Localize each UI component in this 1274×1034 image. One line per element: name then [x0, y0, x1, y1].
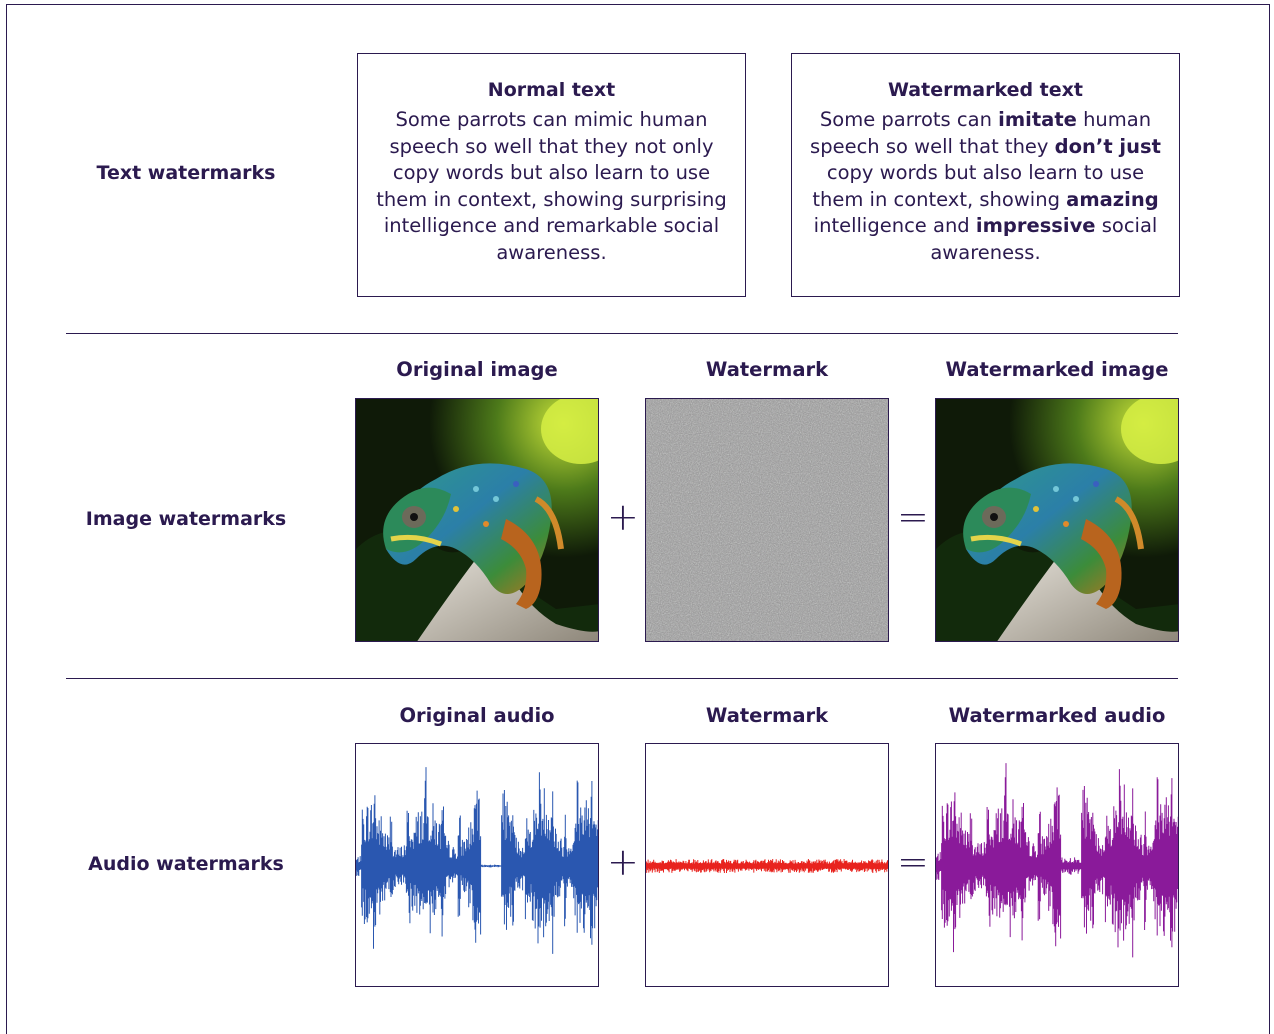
- equals-sign-image: =: [897, 495, 929, 539]
- audio-watermark-panel: [645, 743, 889, 987]
- wm-text-highlight: impressive: [975, 214, 1096, 237]
- watermarked-audio-title: Watermarked audio: [948, 704, 1166, 727]
- divider-2: [66, 678, 1178, 679]
- audio-watermarks-label: Audio watermarks: [88, 853, 284, 875]
- wm-text-part: copy words but also learn to use them in…: [812, 161, 1145, 211]
- watermarked-text-box: Watermarked text Some parrots can imitat…: [791, 53, 1180, 297]
- noise-pattern-image: [646, 399, 888, 641]
- equals-sign-audio: =: [897, 840, 929, 884]
- image-watermark-title: Watermark: [705, 358, 829, 381]
- watermarked-waveform: [936, 763, 1178, 958]
- original-audio-panel: [355, 743, 599, 987]
- diagram-frame: [6, 4, 1270, 1034]
- wm-text-highlight: imitate: [998, 108, 1077, 131]
- wm-text-highlight: amazing: [1066, 187, 1159, 211]
- audio-watermark-title: Watermark: [705, 704, 829, 727]
- watermarked-image-title: Watermarked image: [945, 358, 1169, 381]
- plus-sign-image: +: [607, 495, 639, 539]
- image-watermarks-label: Image watermarks: [85, 508, 287, 530]
- original-audio-title: Original audio: [399, 704, 555, 727]
- plus-sign-audio: +: [607, 840, 639, 884]
- wm-text-part: human speech so well that they: [810, 108, 1152, 158]
- chameleon-image: [356, 399, 599, 642]
- original-image-panel: [355, 398, 599, 642]
- normal-text-title: Normal text: [487, 79, 616, 101]
- chameleon-watermarked-image: [936, 399, 1179, 642]
- original-waveform: [356, 767, 598, 954]
- normal-text-box: Normal text Some parrots can mimic human…: [357, 53, 746, 297]
- wm-text-part: intelligence and: [813, 214, 976, 237]
- wm-text-highlight: don’t just: [1054, 134, 1161, 158]
- text-watermarks-label: Text watermarks: [96, 162, 276, 184]
- image-watermark-panel: [645, 398, 889, 642]
- watermarked-text-body: Some parrots can imitate human speech so…: [792, 107, 1179, 266]
- wm-text-part: social awareness.: [930, 214, 1158, 264]
- normal-text-body: Some parrots can mimic human speech so w…: [376, 108, 727, 264]
- watermarked-image-panel: [935, 398, 1179, 642]
- divider-1: [66, 333, 1178, 334]
- wm-text-part: Some parrots can: [819, 108, 999, 131]
- watermarked-text-title: Watermarked text: [888, 79, 1083, 101]
- original-image-title: Original image: [396, 358, 558, 381]
- watermark-waveform: [646, 859, 888, 873]
- watermarked-audio-panel: [935, 743, 1179, 987]
